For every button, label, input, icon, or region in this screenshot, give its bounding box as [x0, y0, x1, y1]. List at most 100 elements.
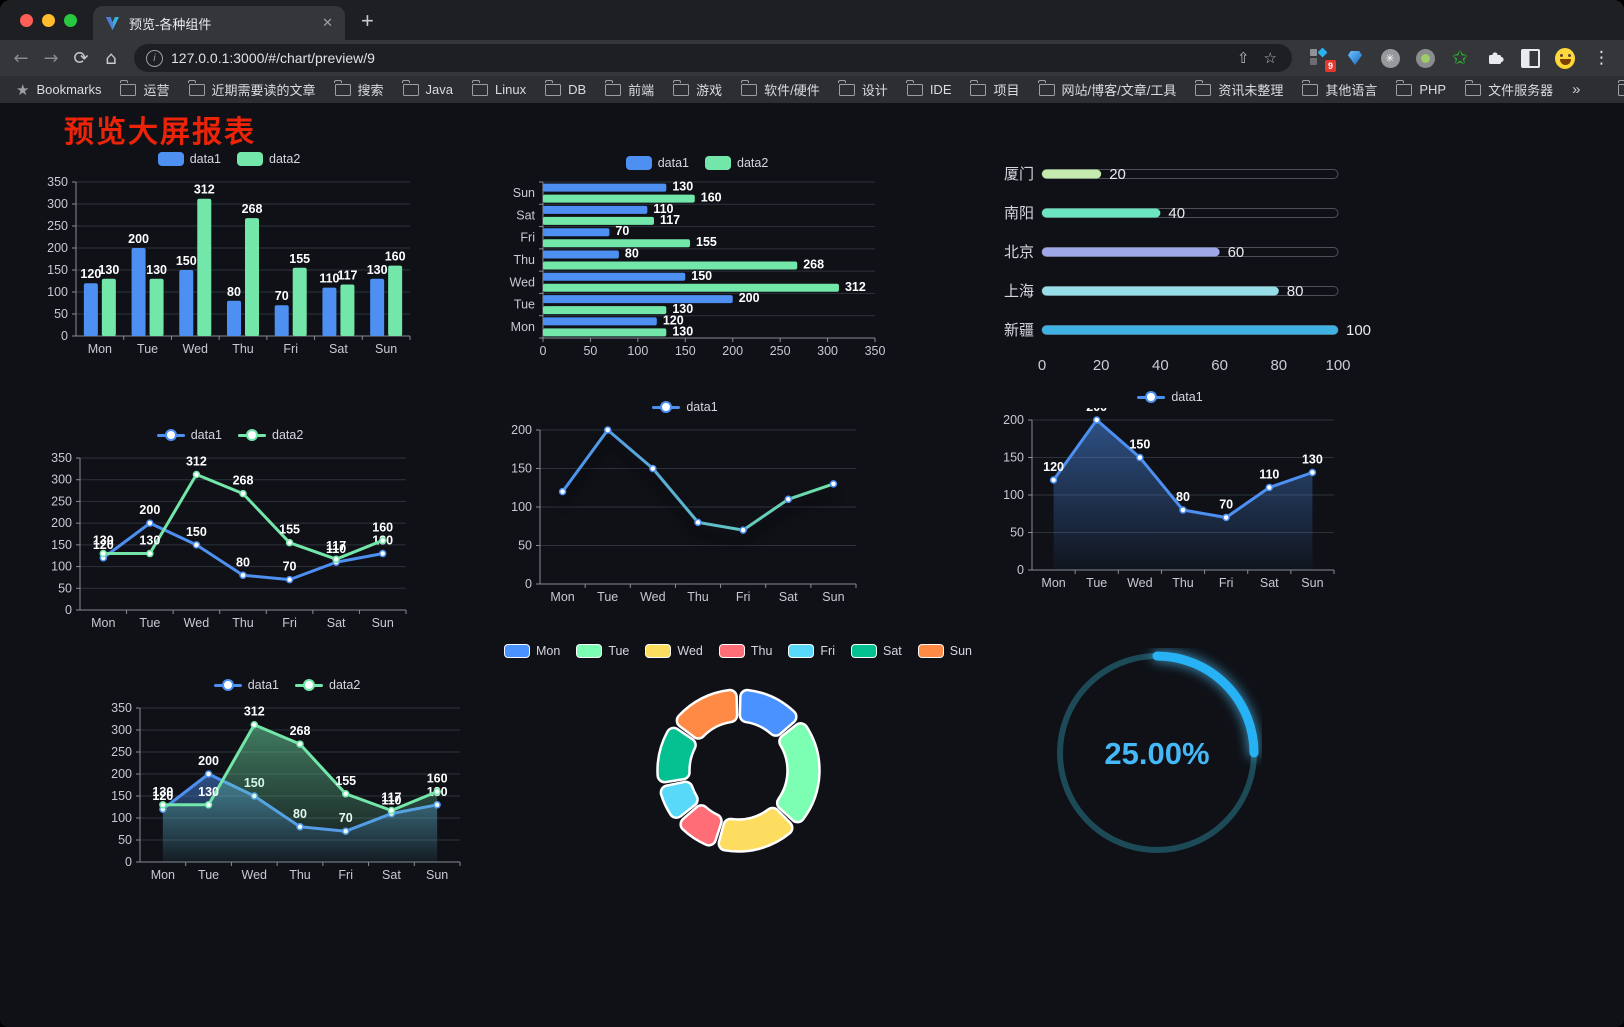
legend-item-data2[interactable]: data2 — [295, 678, 360, 692]
traffic-lights — [0, 14, 93, 40]
svg-text:Sun: Sun — [426, 868, 448, 882]
svg-text:150: 150 — [675, 344, 696, 358]
svg-text:Mon: Mon — [91, 616, 115, 630]
svg-text:117: 117 — [337, 269, 357, 283]
bookmark-folder-item[interactable]: 搜索 — [334, 80, 384, 99]
close-window-button[interactable] — [20, 14, 33, 27]
bookmarks-root-item[interactable]: ★ Bookmarks — [16, 80, 102, 99]
bookmark-folder-item[interactable]: 软件/硬件 — [740, 80, 820, 99]
extension-grid-icon[interactable]: 9 — [1310, 47, 1336, 72]
bookmark-folder-item[interactable]: 设计 — [838, 80, 888, 99]
bookmark-folder-item[interactable]: Linux — [471, 80, 526, 97]
profile-avatar[interactable] — [1555, 47, 1575, 69]
address-bar[interactable]: i 127.0.0.1:3000/#/chart/preview/9 ⇧ ☆ — [134, 44, 1292, 72]
legend-item-data1[interactable]: data1 — [1137, 390, 1203, 404]
svg-text:Sat: Sat — [382, 868, 401, 882]
extension-gem-icon[interactable] — [1345, 48, 1365, 68]
svg-text:110: 110 — [381, 794, 401, 808]
legend-item-data1[interactable]: data1 — [157, 152, 221, 166]
extension-asterisk-icon[interactable]: ✳ — [1380, 48, 1400, 68]
svg-text:120: 120 — [80, 267, 101, 281]
svg-text:Tue: Tue — [597, 590, 618, 604]
bookmark-folder-item[interactable]: 其他语言 — [1301, 80, 1377, 99]
extension-badge: 9 — [1324, 60, 1336, 72]
reading-mode-icon[interactable] — [1520, 48, 1540, 68]
legend-item-Sat[interactable]: Sat — [851, 644, 902, 658]
bookmark-folder-item[interactable]: 运营 — [119, 80, 170, 99]
legend-item-Mon[interactable]: Mon — [503, 644, 560, 658]
legend-item-data2[interactable]: data2 — [237, 152, 300, 166]
back-icon[interactable]: ← — [13, 47, 29, 69]
bookmark-folder-item[interactable]: Java — [402, 80, 453, 97]
bookmark-folder-item[interactable]: PHP — [1395, 80, 1446, 97]
url-text[interactable]: 127.0.0.1:3000/#/chart/preview/9 — [171, 50, 375, 66]
browser-menu-icon[interactable]: ⋮ — [1593, 48, 1610, 68]
svg-text:155: 155 — [335, 774, 356, 788]
svg-text:250: 250 — [51, 494, 72, 508]
bookmark-folder-item[interactable]: 网站/博客/文章/工具 — [1038, 80, 1176, 99]
bookmark-folder-item[interactable]: 资讯未整理 — [1194, 80, 1283, 99]
folder-icon — [969, 80, 987, 96]
extension-star-icon[interactable]: ✩ — [1452, 47, 1468, 69]
svg-text:200: 200 — [722, 344, 743, 358]
folder-icon — [838, 80, 855, 96]
bookmarks-overflow-chevron[interactable]: » — [1572, 81, 1581, 98]
folder-icon — [1395, 80, 1413, 96]
zoom-window-button[interactable] — [64, 14, 77, 27]
share-icon[interactable]: ⇧ — [1236, 49, 1250, 67]
legend-item-data1[interactable]: data1 — [625, 156, 689, 170]
legend-item-Thu[interactable]: Thu — [718, 644, 772, 658]
folder-icon — [672, 80, 690, 96]
bookmark-folder-item[interactable]: IDE — [906, 80, 951, 97]
svg-text:117: 117 — [326, 539, 346, 553]
chart-canvas: 0 50 100 150 200 250 300 350 Mon Tue Wed Thu Fri Sat S… — [111, 701, 461, 882]
svg-text:268: 268 — [233, 474, 254, 488]
site-info-icon[interactable]: i — [146, 49, 163, 67]
folder-icon — [740, 80, 758, 96]
bookmark-star-icon[interactable]: ☆ — [1263, 49, 1277, 67]
legend-item-data1[interactable]: data1 — [652, 400, 718, 414]
minimize-window-button[interactable] — [42, 14, 55, 27]
svg-text:Sat: Sat — [779, 590, 798, 604]
extensions-puzzle-icon[interactable] — [1485, 48, 1505, 68]
svg-text:0: 0 — [1017, 563, 1024, 577]
legend-item-data1[interactable]: data1 — [213, 678, 279, 692]
extension-record-icon[interactable] — [1415, 48, 1435, 68]
legend-item-Fri[interactable]: Fri — [788, 644, 835, 658]
legend-swatch-icon — [851, 644, 877, 658]
bookmark-folder-item[interactable]: 游戏 — [672, 80, 722, 99]
tab-close-icon[interactable]: ✕ — [322, 15, 333, 30]
svg-text:40: 40 — [1152, 357, 1169, 374]
page-content: 预览大屏报表 data1 data2 0 50 100 150 200 250 300 350 Mo… — [0, 103, 1624, 1027]
new-tab-button[interactable]: + — [361, 8, 374, 33]
legend-item-Wed[interactable]: Wed — [645, 644, 703, 658]
bookmark-folder-item[interactable]: 前端 — [604, 80, 654, 99]
svg-text:150: 150 — [47, 263, 68, 277]
chart-canvas: 厦门 20 南阳 40 北京 60 上海 80 新疆 100 0 20 40 60 80 100 — [1004, 166, 1371, 374]
svg-text:200: 200 — [139, 503, 160, 517]
bookmark-folder-item[interactable]: 近期需要读的文章 — [188, 80, 316, 99]
legend-item-Tue[interactable]: Tue — [576, 644, 629, 658]
svg-text:130: 130 — [139, 534, 160, 548]
legend-item-data1[interactable]: data1 — [156, 428, 222, 442]
bookmark-folder-item[interactable]: DB — [544, 80, 586, 97]
reload-icon[interactable]: ⟳ — [73, 47, 89, 69]
folder-icon — [1464, 80, 1482, 96]
svg-text:80: 80 — [236, 555, 250, 569]
svg-text:Fri: Fri — [736, 590, 751, 604]
other-bookmarks-item[interactable]: 其他书签 — [1617, 80, 1624, 99]
legend-item-data2[interactable]: data2 — [705, 156, 768, 170]
chart-legend: data1 data2 — [36, 148, 422, 170]
bookmark-folder-item[interactable]: 项目 — [969, 80, 1020, 99]
svg-text:110: 110 — [1259, 468, 1279, 482]
browser-toolbar: ← → ⟳ ⌂ i 127.0.0.1:3000/#/chart/preview… — [0, 40, 1624, 76]
folder-icon — [334, 80, 351, 96]
browser-tab[interactable]: 预览-各种组件 ✕ — [93, 6, 345, 40]
legend-item-Sun[interactable]: Sun — [917, 644, 972, 658]
svg-text:Mon: Mon — [151, 868, 175, 882]
legend-item-data2[interactable]: data2 — [238, 428, 303, 442]
bookmark-folder-item[interactable]: 文件服务器 — [1464, 80, 1553, 99]
svg-text:100: 100 — [51, 560, 72, 574]
forward-icon[interactable]: → — [43, 47, 59, 69]
home-icon[interactable]: ⌂ — [105, 47, 117, 69]
